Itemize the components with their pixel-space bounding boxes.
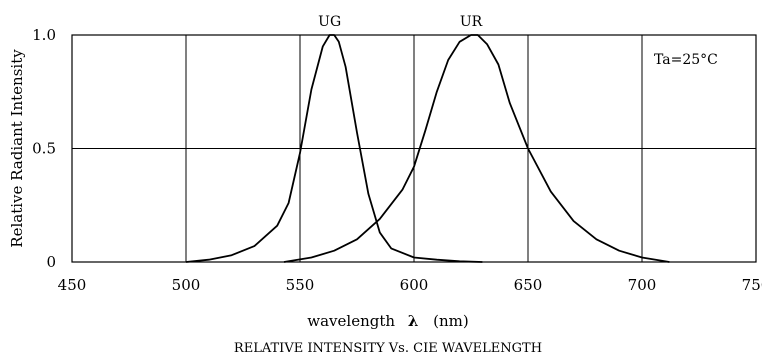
y-tick-labels: 0 0.5 1.0 <box>32 26 56 271</box>
plot-frame <box>71 34 757 263</box>
x-tick-label: 550 <box>286 276 315 294</box>
temperature-annotation: Ta=25°C <box>654 52 718 68</box>
x-tick-labels: 450 500 550 600 650 700 750 <box>58 276 762 294</box>
x-tick-label: 750 <box>742 276 762 294</box>
y-tick-label: 0.5 <box>32 140 56 158</box>
series-line-ur <box>283 34 670 263</box>
y-axis-label: Relative Radiant Intensity <box>8 49 26 248</box>
x-tick-label: 700 <box>628 276 657 294</box>
x-tick-label: 500 <box>172 276 201 294</box>
x-axis-label: wavelength λ (nm) <box>307 312 468 330</box>
series-line-ug <box>185 34 483 263</box>
x-axis-label-text: wavelength <box>307 312 395 330</box>
grid <box>72 35 756 262</box>
x-axis-label-unit: (nm) <box>433 312 469 330</box>
series-group: UG UR <box>185 14 670 263</box>
x-tick-label: 650 <box>514 276 543 294</box>
x-tick-label: 450 <box>58 276 87 294</box>
x-axis-label-symbol: λ <box>408 312 419 330</box>
y-tick-label: 1.0 <box>32 26 56 44</box>
series-label-ur: UR <box>460 14 483 30</box>
chart-title: RELATIVE INTENSITY Vs. CIE WAVELENGTH <box>234 341 542 356</box>
y-tick-label: 0 <box>46 253 56 271</box>
x-tick-label: 600 <box>400 276 429 294</box>
series-label-ug: UG <box>318 14 341 30</box>
